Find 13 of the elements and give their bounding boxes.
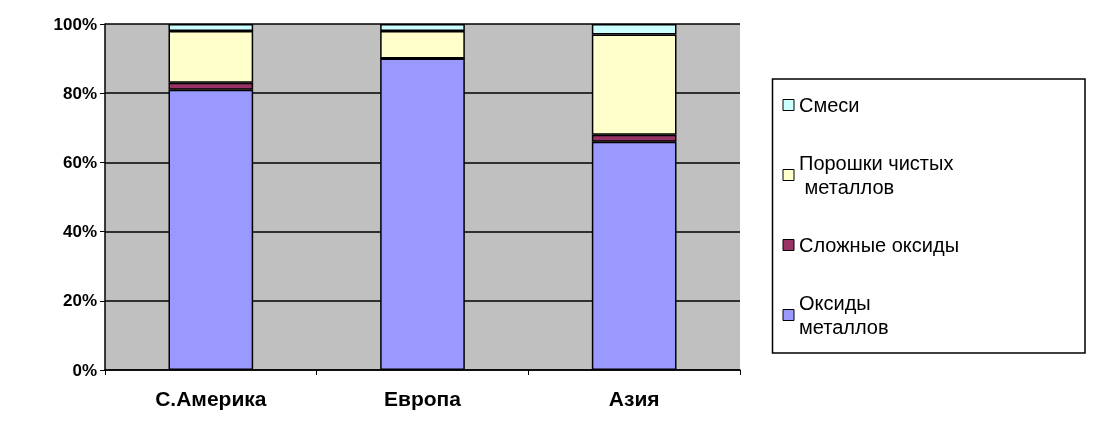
x-tick-label: Азия (608, 387, 660, 410)
legend-label: Смеси (799, 94, 860, 116)
legend-label: Сложные оксиды (799, 234, 960, 256)
y-tick-label: 80% (62, 83, 97, 103)
y-tick-label: 20% (62, 291, 97, 311)
legend-label: Порошки чистых металлов (799, 152, 954, 198)
legend-label: Оксиды металлов (799, 292, 889, 338)
x-tick-label: Европа (384, 387, 462, 410)
y-tick-label: 0% (72, 360, 97, 380)
y-tick-label: 40% (62, 222, 97, 242)
y-tick-label: 100% (53, 14, 97, 34)
y-tick-label: 60% (62, 152, 97, 172)
x-tick-label: С.Америка (155, 387, 267, 410)
